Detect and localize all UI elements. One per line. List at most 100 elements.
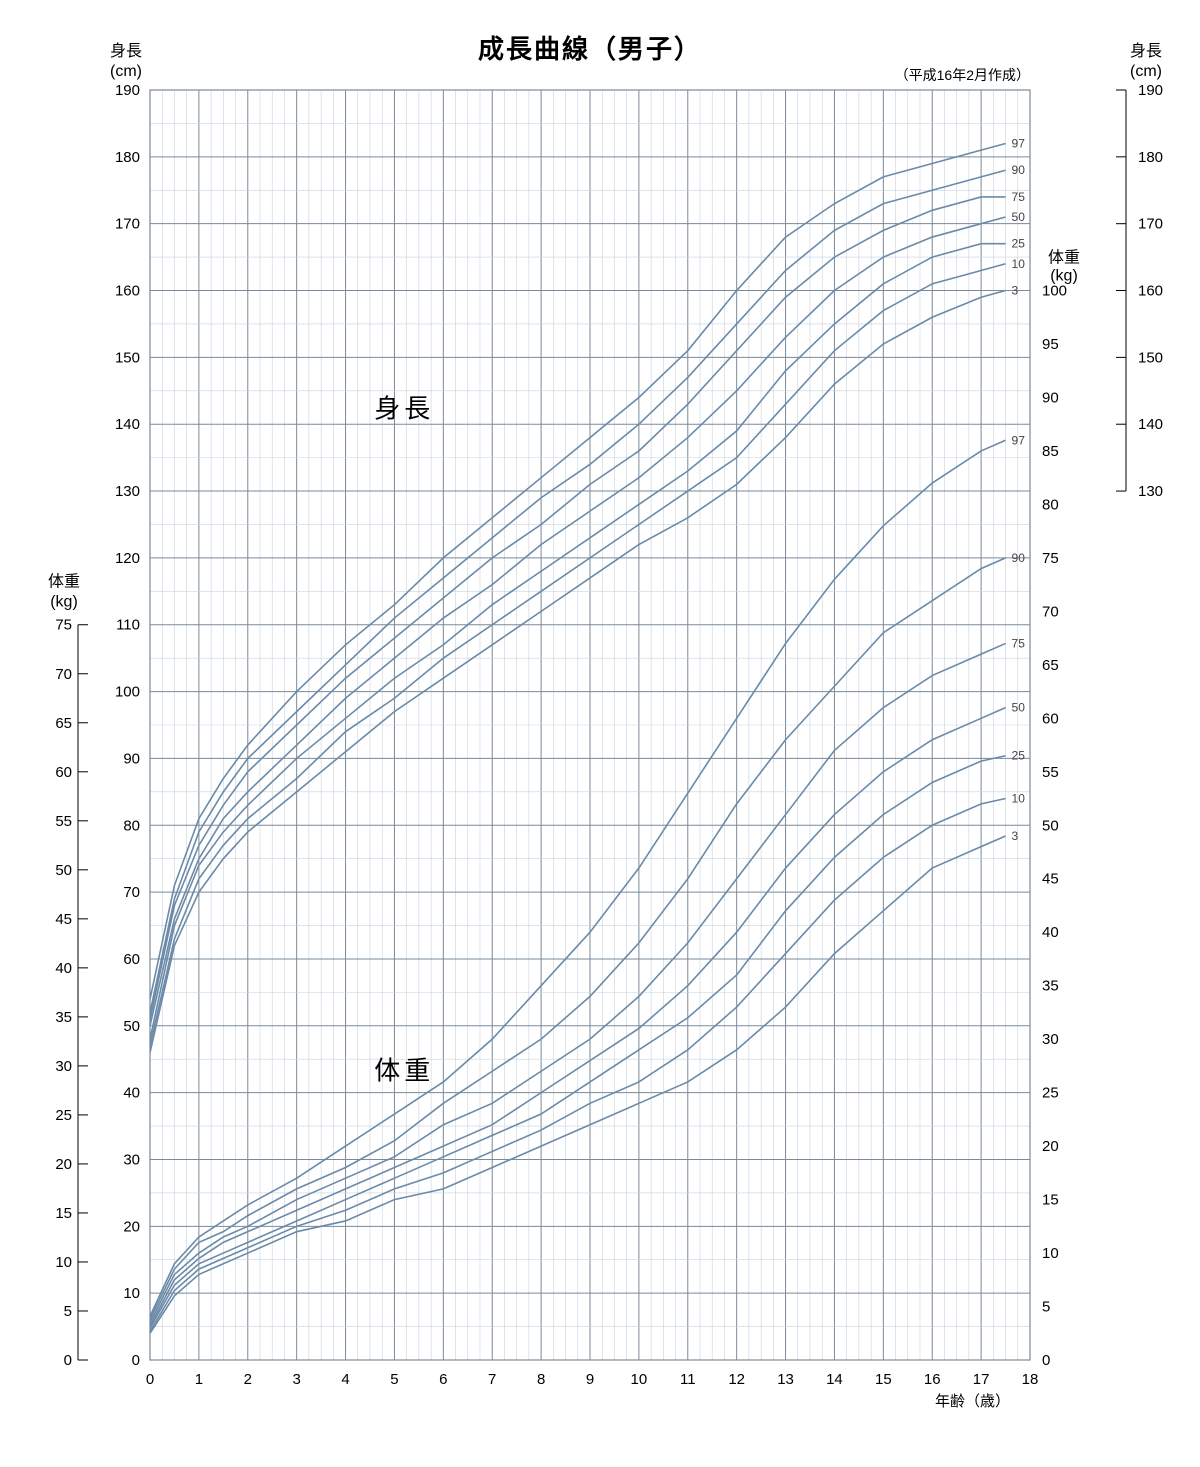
height-axis-title-right: 身長 (1130, 42, 1162, 60)
x-tick: 7 (488, 1371, 496, 1388)
height-label-75: 75 (1012, 190, 1026, 204)
x-tick: 2 (244, 1371, 252, 1388)
weight-label-75: 75 (1012, 636, 1026, 650)
weight-tick-right: 40 (1042, 924, 1059, 941)
weight-tick-left: 0 (64, 1352, 72, 1369)
weight-tick-right: 50 (1042, 817, 1059, 834)
x-tick: 6 (439, 1371, 447, 1388)
weight-axis-unit-left: (kg) (50, 594, 78, 611)
height-tick-left: 20 (123, 1218, 140, 1235)
weight-tick-right: 90 (1042, 389, 1059, 406)
height-tick-left: 160 (115, 283, 140, 300)
height-tick-left: 90 (123, 750, 140, 767)
x-tick: 9 (586, 1371, 594, 1388)
weight-tick-right: 20 (1042, 1138, 1059, 1155)
x-tick: 10 (631, 1371, 648, 1388)
weight-tick-left: 40 (55, 960, 72, 977)
weight-tick-right: 35 (1042, 978, 1059, 995)
weight-tick-right: 45 (1042, 871, 1059, 888)
height-tick-left: 120 (115, 550, 140, 567)
height-tick-right: 130 (1138, 483, 1163, 500)
x-tick: 15 (875, 1371, 892, 1388)
height-tick-left: 10 (123, 1285, 140, 1302)
weight-tick-right: 5 (1042, 1299, 1050, 1316)
height-axis-title-left: 身長 (110, 42, 142, 60)
height-tick-left: 100 (115, 684, 140, 701)
weight-tick-right: 55 (1042, 764, 1059, 781)
x-tick: 4 (341, 1371, 349, 1388)
height-tick-left: 110 (116, 617, 140, 634)
weight-tick-right: 10 (1042, 1245, 1059, 1262)
height-tick-right: 150 (1138, 349, 1163, 366)
x-tick: 17 (973, 1371, 990, 1388)
weight-tick-right: 95 (1042, 336, 1059, 353)
height-label-3: 3 (1012, 284, 1019, 298)
x-axis-label: 年齢（歳） (935, 1393, 1010, 1410)
weight-tick-left: 20 (55, 1156, 72, 1173)
weight-tick-right: 80 (1042, 496, 1059, 513)
weight-tick-left: 25 (55, 1107, 72, 1124)
height-tick-left: 30 (123, 1151, 140, 1168)
weight-axis-title-left: 体重 (48, 573, 80, 591)
x-tick: 0 (146, 1371, 154, 1388)
weight-tick-left: 5 (64, 1303, 72, 1320)
x-tick: 12 (728, 1371, 745, 1388)
weight-tick-right: 25 (1042, 1085, 1059, 1102)
weight-region-label: 体重 (374, 1055, 434, 1085)
weight-tick-left: 50 (55, 862, 72, 879)
weight-tick-right: 0 (1042, 1352, 1050, 1369)
weight-tick-right: 70 (1042, 603, 1059, 620)
weight-tick-right: 15 (1042, 1192, 1059, 1209)
height-tick-left: 170 (115, 216, 140, 233)
weight-label-50: 50 (1012, 701, 1026, 715)
weight-label-10: 10 (1012, 792, 1026, 806)
weight-tick-left: 65 (55, 715, 72, 732)
weight-tick-left: 70 (55, 666, 72, 683)
x-tick: 1 (195, 1371, 203, 1388)
height-label-50: 50 (1012, 210, 1026, 224)
height-label-97: 97 (1012, 136, 1026, 150)
chart-svg: 成長曲線（男子）（平成16年2月作成）012345678910111213141… (20, 20, 1180, 1440)
weight-tick-left: 60 (55, 764, 72, 781)
weight-label-3: 3 (1012, 829, 1019, 843)
height-tick-left: 140 (115, 416, 140, 433)
x-tick: 13 (777, 1371, 794, 1388)
height-tick-left: 180 (115, 149, 140, 166)
x-tick: 16 (924, 1371, 941, 1388)
x-tick: 3 (292, 1371, 300, 1388)
x-tick: 8 (537, 1371, 545, 1388)
height-axis-unit-left: (cm) (110, 63, 142, 80)
x-tick: 18 (1022, 1371, 1039, 1388)
weight-tick-right: 60 (1042, 710, 1059, 727)
x-tick: 11 (680, 1371, 696, 1388)
weight-tick-left: 10 (55, 1254, 72, 1271)
height-tick-left: 80 (123, 817, 140, 834)
height-label-90: 90 (1012, 163, 1026, 177)
x-tick: 14 (826, 1371, 843, 1388)
height-tick-left: 190 (115, 82, 140, 99)
x-tick: 5 (390, 1371, 398, 1388)
weight-label-97: 97 (1012, 433, 1026, 447)
weight-tick-right: 65 (1042, 657, 1059, 674)
weight-tick-right: 85 (1042, 443, 1059, 460)
height-label-25: 25 (1012, 237, 1026, 251)
height-tick-left: 60 (123, 951, 140, 968)
weight-tick-left: 75 (55, 617, 72, 634)
weight-tick-right: 30 (1042, 1031, 1059, 1048)
chart-subnote: （平成16年2月作成） (895, 67, 1030, 83)
height-region-label: 身長 (374, 394, 434, 424)
weight-tick-right: 100 (1042, 283, 1067, 300)
height-tick-left: 50 (123, 1018, 140, 1035)
height-tick-left: 0 (132, 1352, 140, 1369)
weight-tick-left: 15 (55, 1205, 72, 1222)
weight-tick-left: 35 (55, 1009, 72, 1026)
weight-label-90: 90 (1012, 551, 1026, 565)
height-tick-right: 190 (1138, 82, 1163, 99)
height-tick-right: 160 (1138, 283, 1163, 300)
height-tick-right: 170 (1138, 216, 1163, 233)
height-tick-left: 130 (115, 483, 140, 500)
weight-tick-left: 55 (55, 813, 72, 830)
height-tick-right: 140 (1138, 416, 1163, 433)
height-tick-left: 150 (115, 349, 140, 366)
height-axis-unit-right: (cm) (1130, 63, 1162, 80)
